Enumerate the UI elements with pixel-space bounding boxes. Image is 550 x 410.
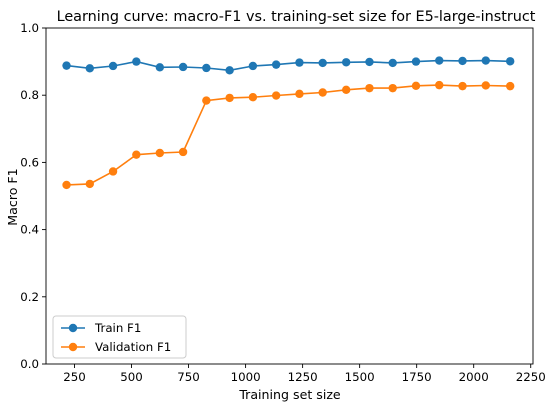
validation-f1-point — [202, 96, 211, 105]
y-tick-label: 0.8 — [20, 88, 39, 102]
legend-label-validation-f1: Validation F1 — [95, 340, 171, 354]
x-tick-label: 1750 — [402, 370, 432, 384]
validation-f1-point — [505, 81, 515, 91]
x-tick-label: 2250 — [516, 370, 546, 384]
validation-f1-point — [435, 80, 444, 90]
train-f1-point — [388, 58, 397, 68]
validation-f1-point — [85, 179, 94, 189]
train-f1-point — [481, 56, 490, 65]
x-tick-label: 2000 — [459, 370, 489, 384]
validation-f1-point — [458, 81, 467, 91]
x-tick-label: 1250 — [288, 370, 318, 384]
train-f1-point — [341, 58, 351, 67]
train-f1-point — [248, 61, 258, 71]
x-tick-label: 500 — [120, 370, 143, 384]
x-tick-label: 1500 — [345, 370, 375, 384]
train-f1-point — [458, 56, 467, 66]
validation-f1-point — [341, 85, 351, 95]
x-tick-label: 750 — [177, 370, 200, 384]
train-f1-point — [108, 61, 118, 71]
plot-frame — [45, 27, 534, 365]
legend: Train F1 Validation F1 — [52, 315, 187, 359]
validation-f1-line — [66, 84, 511, 186]
legend-label-train-f1: Train F1 — [94, 321, 141, 335]
y-tick-label: 1.0 — [20, 21, 39, 35]
y-tick-label: 0.4 — [20, 223, 39, 237]
legend-marker-validation-f1 — [68, 342, 78, 352]
validation-f1-point — [62, 180, 71, 190]
y-axis-label: Macro F1 — [5, 168, 20, 225]
legend-marker-train-f1 — [68, 323, 78, 333]
validation-f1-point — [388, 83, 397, 93]
validation-f1-point — [132, 150, 141, 159]
validation-f1-point — [225, 93, 234, 103]
x-tick-label: 1000 — [231, 370, 261, 384]
train-f1-point — [225, 66, 234, 75]
validation-f1-point — [481, 81, 490, 90]
train-f1-point — [178, 62, 188, 72]
validation-f1-point — [365, 83, 374, 93]
x-tick-label: 250 — [63, 370, 86, 384]
validation-f1-point — [155, 148, 165, 158]
train-f1-point — [271, 60, 281, 69]
validation-f1-point — [295, 89, 304, 99]
chart-title: Learning curve: macro-F1 vs. training-se… — [57, 9, 536, 25]
y-tick-label: 0.2 — [20, 290, 39, 304]
validation-f1-point — [411, 81, 421, 90]
train-f1-point — [155, 63, 165, 72]
validation-f1-point — [108, 167, 118, 176]
train-f1-point — [435, 56, 444, 65]
validation-f1-point — [248, 93, 258, 102]
validation-f1-point — [178, 147, 188, 157]
train-f1-point — [505, 57, 515, 66]
x-axis-label: Training set size — [238, 387, 341, 402]
validation-f1-point — [318, 88, 327, 97]
train-f1-point — [132, 57, 141, 66]
series-layer — [62, 56, 515, 190]
train-f1-point — [295, 58, 304, 67]
validation-f1-point — [271, 91, 281, 100]
train-f1-point — [365, 57, 374, 67]
train-f1-point — [62, 61, 71, 70]
legend-box — [52, 315, 187, 359]
axes-layer: 250 500 750 1000 1250 1500 1750 2000 2250 0.0 0.2 0… — [20, 21, 546, 384]
train-f1-point — [318, 58, 327, 68]
y-tick-label: 0.6 — [20, 155, 39, 169]
train-f1-point — [85, 64, 94, 73]
train-f1-point — [411, 57, 421, 66]
train-f1-point — [202, 63, 211, 73]
y-tick-label: 0.0 — [20, 357, 39, 371]
